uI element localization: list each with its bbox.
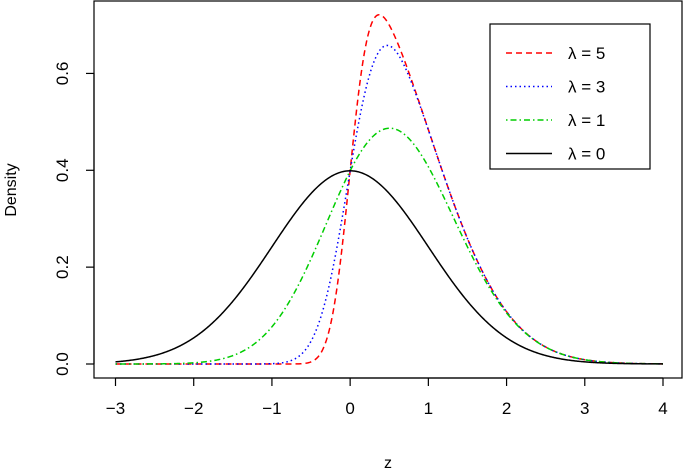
x-axis: −3 −2 −1 0 1 2 3 4	[106, 377, 668, 418]
x-tick-label: 2	[502, 399, 511, 418]
y-axis: 0.0 0.2 0.4 0.6	[53, 62, 95, 376]
x-tick-label: 4	[658, 399, 667, 418]
series-line-lambda-3	[115, 44, 663, 365]
x-tick-label: 1	[424, 399, 433, 418]
y-tick-label: 0.0	[53, 352, 72, 376]
y-axis-label: Density	[3, 163, 20, 216]
y-tick-label: 0.2	[53, 255, 72, 279]
series-line-lambda-0	[115, 170, 664, 365]
curves-layer	[115, 14, 664, 365]
x-tick-label: 3	[580, 399, 589, 418]
legend-box	[489, 23, 651, 170]
legend-label-lambda-3: λ = 3	[568, 78, 605, 97]
legend-label-lambda-0: λ = 0	[568, 145, 605, 164]
x-tick-label: −1	[262, 399, 281, 418]
legend: λ = 5 λ = 3 λ = 1 λ = 0	[489, 23, 651, 170]
series-line-lambda-1	[115, 127, 663, 365]
x-tick-label: 0	[345, 399, 354, 418]
y-tick-label: 0.6	[53, 62, 72, 86]
x-tick-label: −3	[106, 399, 125, 418]
x-axis-label: z	[384, 455, 392, 472]
legend-label-lambda-1: λ = 1	[568, 111, 605, 130]
legend-label-lambda-5: λ = 5	[568, 44, 605, 63]
y-tick-label: 0.4	[53, 158, 72, 182]
x-tick-label: −2	[184, 399, 203, 418]
